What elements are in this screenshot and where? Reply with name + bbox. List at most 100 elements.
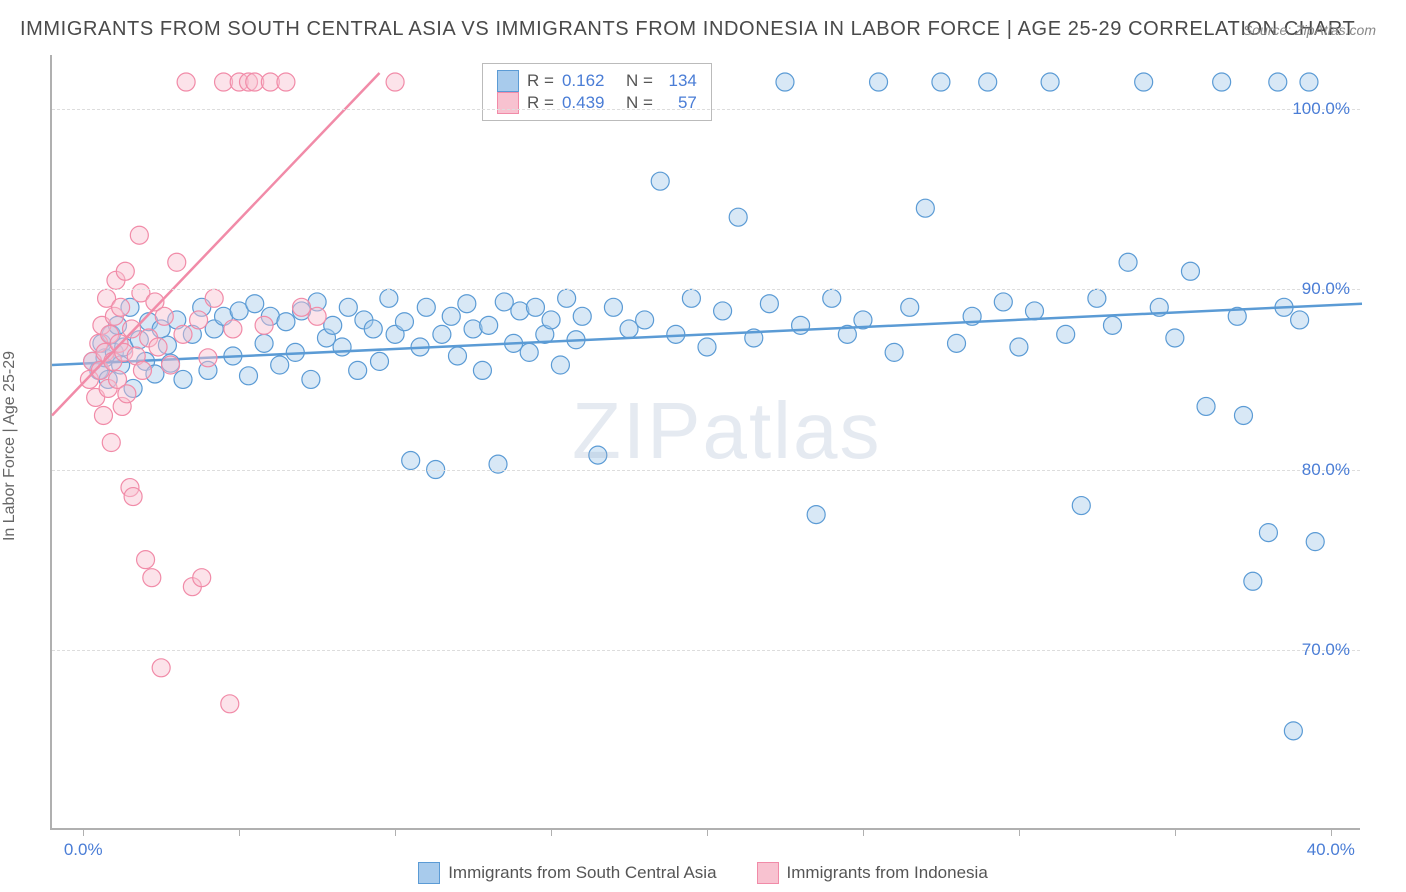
data-point (293, 298, 311, 316)
data-point (116, 262, 134, 280)
data-point (776, 73, 794, 91)
data-point (433, 325, 451, 343)
chart-title: IMMIGRANTS FROM SOUTH CENTRAL ASIA VS IM… (20, 18, 1355, 41)
legend-series: Immigrants from South Central Asia Immigr… (0, 862, 1406, 884)
gridline (52, 109, 1360, 110)
data-point (255, 334, 273, 352)
data-point (870, 73, 888, 91)
y-tick-label: 80.0% (1302, 460, 1350, 480)
data-point (364, 320, 382, 338)
data-point (807, 506, 825, 524)
trend-line (52, 73, 380, 415)
n-label: N = (626, 71, 653, 91)
data-point (168, 253, 186, 271)
legend-item: Immigrants from Indonesia (757, 862, 988, 884)
data-point (1306, 533, 1324, 551)
legend-item: Immigrants from South Central Asia (418, 862, 716, 884)
data-point (271, 356, 289, 374)
data-point (1213, 73, 1231, 91)
data-point (1259, 524, 1277, 542)
data-point (221, 695, 239, 713)
data-point (155, 307, 173, 325)
data-point (651, 172, 669, 190)
legend-swatch (497, 92, 519, 114)
legend-correlation: R =0.162N =134R =0.439N =57 (482, 63, 712, 121)
data-point (823, 289, 841, 307)
data-point (480, 316, 498, 334)
data-point (417, 298, 435, 316)
data-point (308, 307, 326, 325)
data-point (1234, 406, 1252, 424)
data-point (224, 320, 242, 338)
data-point (118, 385, 136, 403)
legend-label: Immigrants from South Central Asia (448, 863, 716, 883)
data-point (190, 311, 208, 329)
data-point (112, 298, 130, 316)
data-point (573, 307, 591, 325)
data-point (1041, 73, 1059, 91)
data-point (948, 334, 966, 352)
legend-row: R =0.439N =57 (497, 92, 697, 114)
data-point (464, 320, 482, 338)
data-point (448, 347, 466, 365)
data-point (994, 293, 1012, 311)
x-tick-label: 40.0% (1307, 840, 1355, 860)
data-point (130, 226, 148, 244)
data-point (1119, 253, 1137, 271)
data-point (511, 302, 529, 320)
data-point (1291, 311, 1309, 329)
legend-label: Immigrants from Indonesia (787, 863, 988, 883)
data-point (495, 293, 513, 311)
data-point (386, 73, 404, 91)
data-point (174, 325, 192, 343)
chart-svg (52, 55, 1360, 828)
data-point (371, 352, 389, 370)
data-point (473, 361, 491, 379)
data-point (542, 311, 560, 329)
data-point (124, 488, 142, 506)
data-point (143, 569, 161, 587)
data-point (123, 320, 141, 338)
data-point (1088, 289, 1106, 307)
x-tick-label: 0.0% (64, 840, 103, 860)
r-label: R = (527, 71, 554, 91)
data-point (1197, 397, 1215, 415)
data-point (1057, 325, 1075, 343)
data-point (402, 452, 420, 470)
data-point (174, 370, 192, 388)
data-point (152, 659, 170, 677)
r-value: 0.162 (562, 71, 618, 91)
data-point (177, 73, 195, 91)
y-tick-label: 90.0% (1302, 279, 1350, 299)
x-tick (707, 828, 708, 836)
data-point (380, 289, 398, 307)
data-point (1026, 302, 1044, 320)
data-point (94, 406, 112, 424)
data-point (133, 361, 151, 379)
gridline (52, 289, 1360, 290)
gridline (52, 470, 1360, 471)
data-point (277, 313, 295, 331)
x-tick (83, 828, 84, 836)
data-point (1300, 73, 1318, 91)
data-point (551, 356, 569, 374)
data-point (277, 73, 295, 91)
data-point (792, 316, 810, 334)
data-point (255, 316, 273, 334)
data-point (885, 343, 903, 361)
y-tick-label: 100.0% (1292, 99, 1350, 119)
data-point (636, 311, 654, 329)
data-point (760, 295, 778, 313)
legend-swatch (757, 862, 779, 884)
data-point (1010, 338, 1028, 356)
data-point (1072, 497, 1090, 515)
data-point (682, 289, 700, 307)
data-point (102, 434, 120, 452)
data-point (714, 302, 732, 320)
data-point (205, 289, 223, 307)
data-point (193, 569, 211, 587)
data-point (1103, 316, 1121, 334)
data-point (324, 316, 342, 334)
data-point (558, 289, 576, 307)
source-label: Source: ZipAtlas.com (1243, 22, 1376, 38)
